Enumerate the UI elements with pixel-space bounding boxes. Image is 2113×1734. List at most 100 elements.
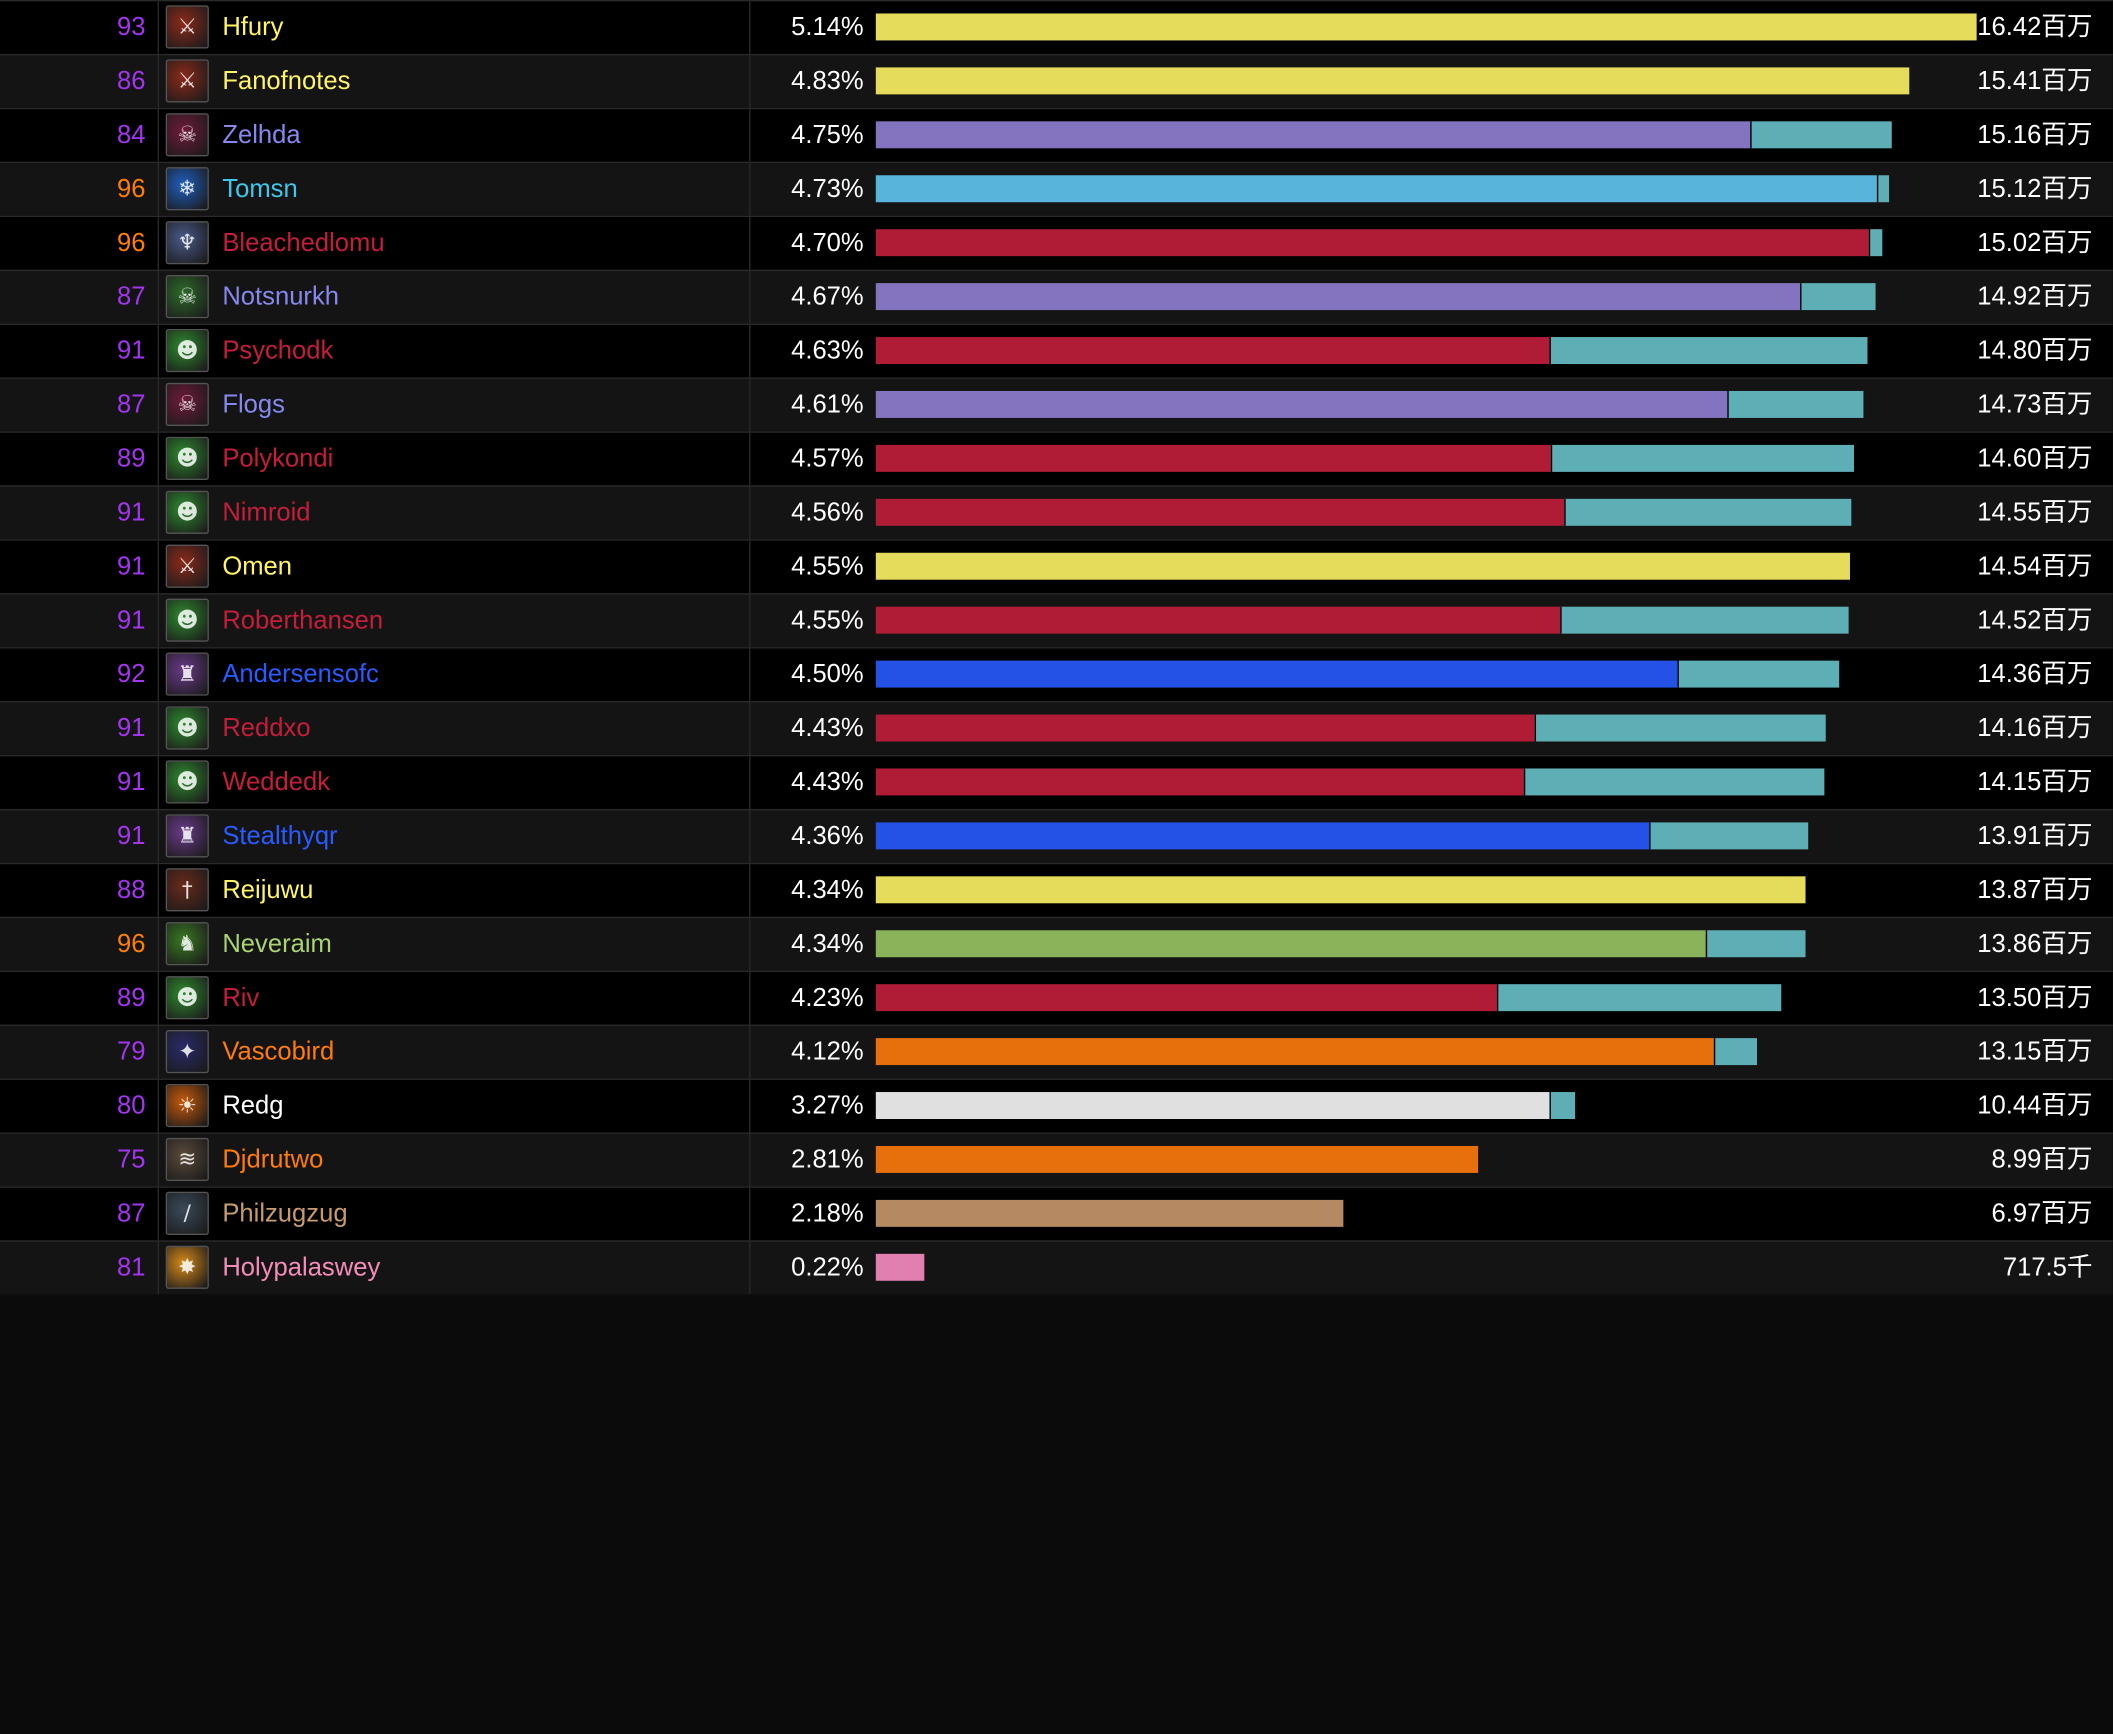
table-row[interactable]: 87 / Philzugzug 2.18% 6.97百万 — [0, 1186, 2113, 1241]
damage-bar-player — [875, 768, 1524, 796]
damage-bar — [875, 1253, 925, 1281]
column-divider — [157, 1025, 159, 1079]
damage-bar-player — [875, 498, 1565, 526]
player-name-link[interactable]: Notsnurkh — [222, 283, 340, 312]
player-name-link[interactable]: Nimroid — [222, 498, 311, 528]
player-name-link[interactable]: Djdrutwo — [222, 1145, 324, 1175]
table-row[interactable]: 88 † Reijuwu 4.34% 13.87百万 — [0, 862, 2113, 917]
damage-bar — [875, 660, 1840, 688]
table-row[interactable]: 91 ☻ Reddxo 4.43% 14.16百万 — [0, 701, 2113, 755]
player-name-link[interactable]: Neveraim — [222, 930, 332, 959]
column-divider — [157, 594, 159, 648]
damage-bar-player — [875, 121, 1751, 149]
demon-icon: ☠ — [165, 382, 209, 427]
damage-bar — [875, 984, 1782, 1012]
ghoul-icon: ☻ — [165, 328, 209, 373]
damage-bar-pet — [1800, 283, 1876, 311]
table-row[interactable]: 75 ≋ Djdrutwo 2.81% 8.99百万 — [0, 1132, 2113, 1187]
fire-skull-icon: ☀ — [165, 1083, 209, 1128]
table-row[interactable]: 86 ⚔ Fanofnotes 4.83% 15.41百万 — [0, 53, 2113, 108]
player-name-link[interactable]: Bleachedlomu — [222, 229, 385, 258]
damage-percent: 4.83% — [791, 67, 864, 96]
player-name-link[interactable]: Roberthansen — [222, 606, 384, 636]
player-name-link[interactable]: Fanofnotes — [222, 67, 351, 96]
damage-bar-player — [875, 1199, 1344, 1227]
column-divider — [749, 1133, 751, 1187]
column-divider — [157, 702, 159, 755]
table-row[interactable]: 91 ☻ Roberthansen 4.55% 14.52百万 — [0, 593, 2113, 648]
table-row[interactable]: 89 ☻ Polykondi 4.57% 14.60百万 — [0, 431, 2113, 486]
ghoul-icon: ☻ — [165, 760, 209, 804]
column-divider — [157, 486, 159, 540]
player-name-link[interactable]: Polykondi — [222, 444, 334, 474]
table-row[interactable]: 87 ☠ Flogs 4.61% 14.73百万 — [0, 377, 2113, 432]
table-row[interactable]: 81 ✸ Holypalaswey 0.22% 717.5千 — [0, 1240, 2113, 1295]
damage-amount: 14.73百万 — [1977, 390, 2093, 420]
player-name-link[interactable]: Flogs — [222, 390, 285, 420]
table-row[interactable]: 96 ♞ Neveraim 4.34% 13.86百万 — [0, 916, 2113, 971]
table-row[interactable]: 96 ❄ Tomsn 4.73% 15.12百万 — [0, 161, 2113, 216]
table-row[interactable]: 91 ♜ Stealthyqr 4.36% 13.91百万 — [0, 808, 2113, 863]
column-divider — [749, 1187, 751, 1241]
player-name-link[interactable]: Reddxo — [222, 714, 311, 743]
column-divider — [157, 270, 159, 324]
damage-bar-player — [875, 876, 1806, 904]
table-row[interactable]: 91 ☻ Weddedk 4.43% 14.15百万 — [0, 754, 2113, 809]
item-level: 96 — [117, 229, 146, 258]
table-row[interactable]: 80 ☀ Redg 3.27% 10.44百万 — [0, 1078, 2113, 1133]
item-level: 91 — [117, 552, 146, 582]
item-level: 91 — [117, 337, 146, 366]
damage-amount: 13.15百万 — [1977, 1038, 2093, 1067]
table-row[interactable]: 91 ⚔ Omen 4.55% 14.54百万 — [0, 539, 2113, 594]
player-name-link[interactable]: Weddedk — [222, 768, 331, 797]
table-row[interactable]: 89 ☻ Riv 4.23% 13.50百万 — [0, 970, 2113, 1025]
damage-bar-pet — [1549, 1092, 1576, 1120]
table-row[interactable]: 93 ⚔ Hfury 5.14% 16.42百万 — [0, 0, 2113, 54]
player-name-link[interactable]: Hfury — [222, 13, 284, 42]
damage-bar — [875, 498, 1852, 526]
player-name-link[interactable]: Psychodk — [222, 337, 334, 366]
column-divider — [157, 324, 159, 378]
table-row[interactable]: 87 ☠ Notsnurkh 4.67% 14.92百万 — [0, 269, 2113, 324]
damage-bar-player — [875, 822, 1650, 850]
damage-amount: 15.12百万 — [1977, 175, 2093, 204]
damage-bar-pet — [1750, 121, 1892, 149]
damage-bar — [875, 390, 1864, 418]
player-name-link[interactable]: Riv — [222, 984, 260, 1013]
starfall-icon: ✦ — [165, 1030, 209, 1074]
damage-bar — [875, 337, 1868, 365]
ghoul-icon: ☻ — [165, 598, 209, 642]
damage-percent: 5.14% — [791, 13, 864, 42]
ghoul-icon: ☻ — [165, 706, 209, 750]
column-divider — [157, 1079, 159, 1133]
damage-bar-pet — [1550, 444, 1855, 472]
column-divider — [157, 1187, 159, 1241]
table-row[interactable]: 91 ☻ Nimroid 4.56% 14.55百万 — [0, 485, 2113, 540]
table-row[interactable]: 91 ☻ Psychodk 4.63% 14.80百万 — [0, 323, 2113, 378]
player-name-link[interactable]: Andersensofc — [222, 660, 379, 689]
player-name-link[interactable]: Omen — [222, 552, 293, 582]
player-name-link[interactable]: Redg — [222, 1092, 284, 1121]
player-name-link[interactable]: Holypalaswey — [222, 1253, 381, 1283]
item-level: 93 — [117, 13, 146, 42]
damage-percent: 4.61% — [791, 390, 864, 420]
item-level: 91 — [117, 714, 146, 743]
table-row[interactable]: 96 ♆ Bleachedlomu 4.70% 15.02百万 — [0, 215, 2113, 270]
player-name-link[interactable]: Zelhda — [222, 121, 301, 150]
player-name-link[interactable]: Stealthyqr — [222, 822, 338, 851]
blood-icon: ♆ — [165, 221, 209, 265]
table-row[interactable]: 84 ☠ Zelhda 4.75% 15.16百万 — [0, 107, 2113, 162]
table-row[interactable]: 79 ✦ Vascobird 4.12% 13.15百万 — [0, 1024, 2113, 1079]
warrior-icon: ⚔ — [165, 5, 209, 49]
table-row[interactable]: 92 ♜ Andersensofc 4.50% 14.36百万 — [0, 647, 2113, 702]
player-name-link[interactable]: Tomsn — [222, 175, 298, 204]
damage-bar-pet — [1534, 714, 1826, 742]
player-name-link[interactable]: Vascobird — [222, 1038, 335, 1067]
damage-bar-player — [875, 229, 1869, 257]
player-name-link[interactable]: Reijuwu — [222, 876, 314, 905]
column-divider — [157, 540, 159, 594]
player-name-link[interactable]: Philzugzug — [222, 1199, 348, 1229]
column-divider — [749, 270, 751, 324]
damage-bar — [875, 283, 1876, 311]
damage-percent: 4.75% — [791, 121, 864, 150]
